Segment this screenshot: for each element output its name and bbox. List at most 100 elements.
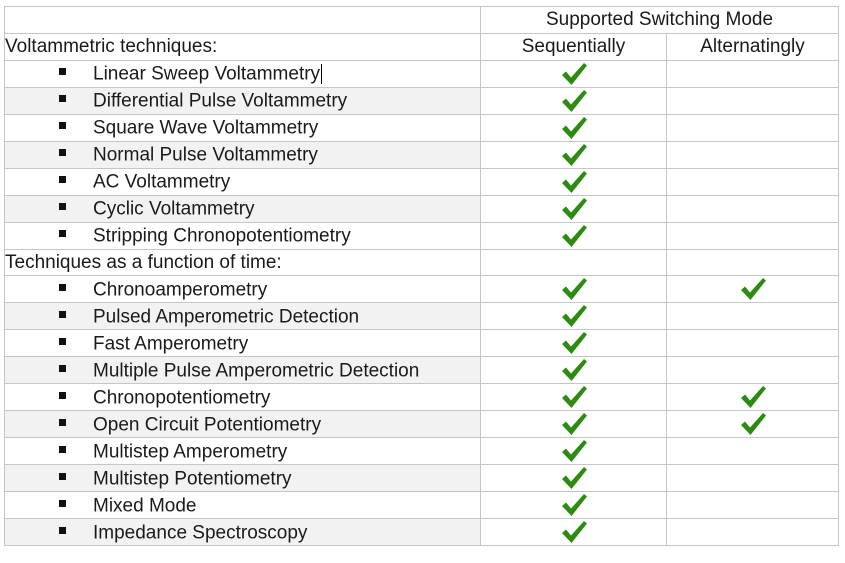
technique-label: Pulsed Amperometric Detection [93, 306, 360, 328]
section-title: Techniques as a function of time: [4, 248, 481, 277]
technique-label: Chronoamperometry [93, 279, 268, 301]
bullet-icon [59, 527, 66, 535]
technique-name-cell: Square Wave Voltammetry [4, 113, 481, 142]
sequential-cell [480, 302, 667, 331]
sequential-cell [480, 194, 667, 223]
technique-label: Differential Pulse Voltammetry [93, 90, 348, 112]
technique-label: Multistep Potentiometry [93, 468, 292, 490]
alternating-cell [666, 383, 839, 412]
sequential-cell [480, 59, 667, 88]
alternating-cell [666, 302, 839, 331]
technique-name-cell: Pulsed Amperometric Detection [4, 302, 481, 331]
header-row-top: Supported Switching Mode [4, 6, 839, 34]
checkmark-icon [560, 88, 588, 113]
text-cursor [321, 63, 323, 84]
sequential-cell [480, 518, 667, 547]
checkmark-icon [560, 196, 588, 221]
technique-row: AC Voltammetry [4, 167, 839, 196]
technique-row: Cyclic Voltammetry [4, 194, 839, 223]
switching-mode-header: Supported Switching Mode [480, 6, 839, 34]
technique-row: Multistep Potentiometry [4, 464, 839, 493]
sequential-cell [480, 275, 667, 304]
technique-row: Linear Sweep Voltammetry [4, 59, 839, 88]
technique-name-cell: Normal Pulse Voltammetry [4, 140, 481, 169]
checkmark-icon [560, 277, 588, 302]
technique-row: Mixed Mode [4, 491, 839, 520]
technique-row: Open Circuit Potentiometry [4, 410, 839, 439]
alternating-cell [666, 167, 839, 196]
technique-row: Differential Pulse Voltammetry [4, 86, 839, 115]
checkmark-icon [560, 61, 588, 86]
section-title: Voltammetric techniques: [4, 32, 481, 61]
technique-label: Multistep Amperometry [93, 441, 288, 463]
technique-name-cell: Impedance Spectroscopy [4, 518, 481, 547]
checkmark-icon [560, 304, 588, 329]
technique-name-cell: Open Circuit Potentiometry [4, 410, 481, 439]
technique-name-cell: Multistep Potentiometry [4, 464, 481, 493]
technique-name-cell: Multistep Amperometry [4, 437, 481, 466]
technique-name-cell: Linear Sweep Voltammetry [4, 59, 481, 88]
bullet-icon [59, 230, 66, 238]
sequential-cell [480, 113, 667, 142]
technique-row: Chronoamperometry [4, 275, 839, 304]
technique-row: Stripping Chronopotentiometry [4, 221, 839, 250]
technique-label: Fast Amperometry [93, 333, 249, 355]
bullet-icon [59, 338, 66, 346]
technique-name-cell: AC Voltammetry [4, 167, 481, 196]
technique-label: Impedance Spectroscopy [93, 522, 308, 544]
section-header-row: Voltammetric techniques: Sequentially Alte… [4, 32, 839, 61]
bullet-icon [59, 176, 66, 184]
technique-label: Chronopotentiometry [93, 387, 271, 409]
bullet-icon [59, 122, 66, 130]
bullet-icon [59, 284, 66, 292]
column-header-sequentially: Sequentially [480, 32, 667, 61]
checkmark-icon [560, 115, 588, 140]
checkmark-icon [560, 466, 588, 491]
technique-row: Square Wave Voltammetry [4, 113, 839, 142]
sequential-cell [480, 464, 667, 493]
sequential-cell [480, 167, 667, 196]
alternating-cell [666, 113, 839, 142]
section-header-row: Techniques as a function of time: [4, 248, 839, 277]
sequential-cell [480, 410, 667, 439]
checkmark-icon [739, 385, 767, 410]
section-blank-cell [480, 248, 667, 277]
checkmark-icon [560, 223, 588, 248]
sequential-cell [480, 383, 667, 412]
alternating-cell [666, 356, 839, 385]
technique-name-cell: Cyclic Voltammetry [4, 194, 481, 223]
bullet-icon [59, 419, 66, 427]
technique-name-cell: Multiple Pulse Amperometric Detection [4, 356, 481, 385]
technique-row: Pulsed Amperometric Detection [4, 302, 839, 331]
bullet-icon [59, 500, 66, 508]
sequential-cell [480, 437, 667, 466]
checkmark-icon [560, 169, 588, 194]
checkmark-icon [560, 331, 588, 356]
bullet-icon [59, 95, 66, 103]
alternating-cell [666, 221, 839, 250]
technique-row: Chronopotentiometry [4, 383, 839, 412]
technique-name-cell: Fast Amperometry [4, 329, 481, 358]
table-body: Supported Switching Mode Voltammetric te… [4, 6, 839, 547]
bullet-icon [59, 311, 66, 319]
technique-name-cell: Chronopotentiometry [4, 383, 481, 412]
bullet-icon [59, 365, 66, 373]
header-blank-cell [4, 6, 481, 34]
sequential-cell [480, 491, 667, 520]
technique-label: Cyclic Voltammetry [93, 198, 255, 220]
checkmark-icon [560, 439, 588, 464]
alternating-cell [666, 329, 839, 358]
checkmark-icon [739, 412, 767, 437]
checkmark-icon [560, 412, 588, 437]
section-blank-cell [666, 248, 839, 277]
technique-label: Linear Sweep Voltammetry [93, 63, 321, 85]
alternating-cell [666, 86, 839, 115]
bullet-icon [59, 203, 66, 211]
technique-label: Stripping Chronopotentiometry [93, 225, 351, 247]
alternating-cell [666, 437, 839, 466]
technique-label: AC Voltammetry [93, 171, 231, 193]
technique-row: Fast Amperometry [4, 329, 839, 358]
sequential-cell [480, 356, 667, 385]
technique-label: Multiple Pulse Amperometric Detection [93, 360, 420, 382]
technique-row: Impedance Spectroscopy [4, 518, 839, 547]
